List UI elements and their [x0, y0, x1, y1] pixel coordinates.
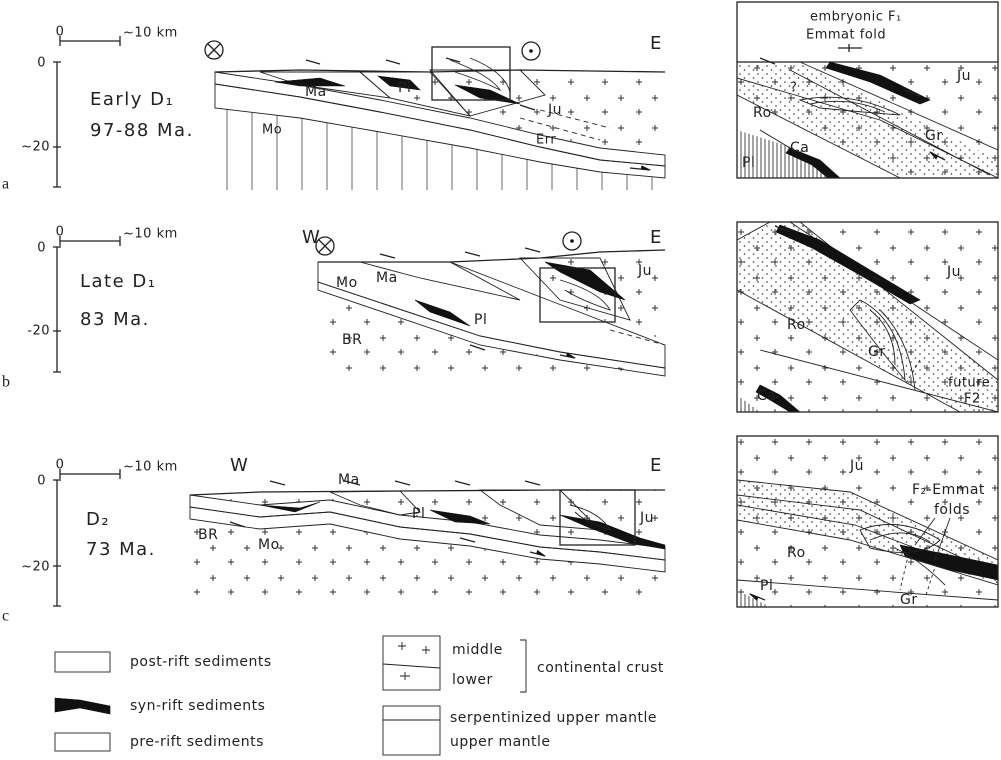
panel-letter: a	[2, 176, 10, 193]
inset-label: Gr	[900, 592, 918, 608]
inset-label: future	[948, 376, 990, 391]
legend: post-rift sediments syn-rift sediments p…	[55, 636, 664, 755]
section-label: Pl	[474, 312, 487, 328]
depth-top: 0	[37, 56, 46, 71]
panel-a: 0 ~10 km 0 ~20 Early D₁ 97-88 Ma. a E Ma…	[2, 2, 998, 193]
scale-axes-shape	[53, 62, 61, 187]
legend-label: continental crust	[537, 660, 664, 676]
age: 97-88 Ma.	[90, 120, 194, 141]
depth-bottom: ~20	[21, 560, 50, 575]
section-label: E	[650, 455, 663, 476]
inset-label: Emmat fold	[806, 28, 886, 43]
scale-axes	[53, 469, 120, 606]
inset-label: Ju	[956, 68, 971, 84]
scale-zero: 0	[56, 225, 65, 240]
section-label: E	[650, 33, 663, 54]
section-label: E	[650, 227, 663, 248]
inset-label: embryonic F₁	[810, 10, 902, 25]
depth-top: 0	[37, 474, 46, 489]
cross-section-shape	[415, 300, 470, 326]
legend-swatch-shape	[383, 706, 440, 720]
cross-section	[316, 232, 665, 378]
legend-swatch-shape	[383, 642, 440, 680]
legend-label: upper mantle	[450, 734, 551, 750]
inset-label: Ro	[787, 317, 806, 333]
inset-label: Ca	[757, 388, 776, 404]
scale-axes-shape	[60, 469, 120, 479]
section-label: Err	[536, 133, 556, 148]
scale-zero: 0	[56, 458, 65, 473]
scale-axes-shape	[60, 236, 120, 246]
section-label: Ma	[376, 270, 398, 286]
section-label: Pl	[398, 80, 411, 96]
depth-bottom: ~20	[21, 140, 50, 155]
scale-zero: 0	[56, 25, 65, 40]
cross-section-shape	[570, 239, 574, 243]
legend-swatch-shape	[520, 640, 526, 692]
panel-c: 0 ~10 km 0 ~20 D₂ 73 Ma. c W E Ma Pl Ju …	[2, 436, 998, 625]
section-label: W	[230, 455, 249, 476]
inset-label: ?	[790, 81, 797, 96]
legend-swatch-shape	[55, 652, 110, 672]
panel-letter: c	[2, 608, 10, 625]
section-label: Mo	[258, 537, 280, 553]
scale-length: ~10 km	[123, 460, 178, 475]
inset-label: Ro	[787, 545, 806, 561]
legend-swatch-shape	[383, 636, 440, 690]
figure: 0 ~10 km 0 ~20 Early D₁ 97-88 Ma. a E Ma…	[0, 0, 1001, 760]
stage: D₂	[86, 509, 110, 530]
inset-label: folds	[934, 502, 970, 518]
inset-label: F2	[964, 392, 981, 407]
inset-label: Ro	[753, 105, 772, 121]
legend-swatch-shape	[55, 733, 110, 751]
scale-axes-shape	[53, 247, 61, 372]
panel-b: 0 ~10 km 0 -20 Late D₁ 83 Ma. b W E Mo M…	[2, 222, 998, 412]
section-label: Ju	[547, 102, 562, 118]
inset-frame-shape	[737, 44, 998, 62]
inset	[737, 436, 998, 607]
section-label: Ma	[305, 84, 327, 100]
age: 73 Ma.	[86, 539, 156, 560]
legend-swatch-shape	[55, 698, 110, 714]
panel-letter: b	[2, 374, 11, 391]
depth-bottom: -20	[27, 324, 50, 339]
section-label: Mo	[336, 275, 358, 291]
legend-label: syn-rift sediments	[130, 698, 265, 714]
legend-label: serpentinized upper mantle	[450, 710, 657, 726]
inset-label: Pl	[760, 578, 773, 594]
cross-section-shape	[208, 44, 220, 56]
section-label: Pl	[412, 506, 425, 522]
cross-section	[205, 41, 665, 190]
depth-top: 0	[37, 241, 46, 256]
legend-label: pre-rift sediments	[130, 734, 264, 750]
inset-label: Ju	[849, 458, 864, 474]
inset-label: Gr	[925, 128, 943, 144]
stage: Early D₁	[90, 89, 174, 110]
legend-label: post-rift sediments	[130, 654, 272, 670]
age: 83 Ma.	[80, 309, 150, 330]
scale-axes	[53, 236, 120, 372]
section-label: BR	[198, 527, 218, 543]
section-label: Ju	[639, 510, 654, 526]
legend-label: middle	[452, 642, 503, 658]
scale-axes-shape	[53, 480, 61, 606]
section-label: Ju	[637, 263, 652, 279]
section-label: Ma	[338, 472, 360, 488]
legend-swatch-shape	[383, 720, 440, 755]
inset-label: Ju	[946, 264, 961, 280]
scale-axes-shape	[60, 36, 120, 46]
section-label: W	[302, 227, 321, 248]
stage: Late D₁	[80, 271, 157, 292]
scale-length: ~10 km	[123, 26, 178, 41]
inset-label: Pl	[742, 155, 755, 171]
legend-label: lower	[452, 672, 493, 688]
inset-label: Ca	[790, 140, 809, 156]
scale-axes	[53, 36, 120, 187]
cross-section-shape	[529, 49, 533, 53]
inset-label: Gr	[868, 344, 886, 360]
section-label: BR	[342, 332, 362, 348]
scale-length: ~10 km	[123, 227, 178, 242]
inset-label: F₂-Emmat	[912, 482, 985, 498]
section-label: Mo	[262, 123, 282, 138]
